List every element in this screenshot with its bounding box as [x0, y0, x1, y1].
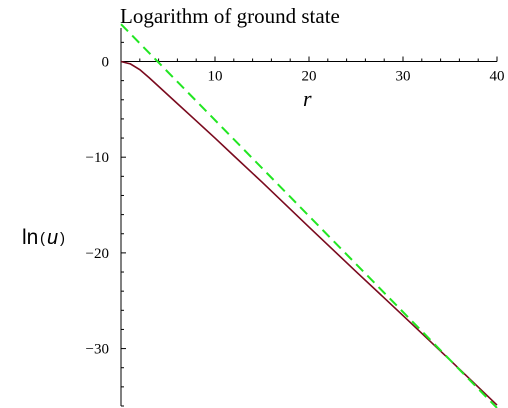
- axes: 10 20 30 40 0 −10 −20 −30: [86, 28, 505, 407]
- y-tick-label: 0: [102, 54, 110, 70]
- x-tick-label: 10: [208, 68, 223, 84]
- x-ticks: 10 20 30 40: [139, 56, 505, 84]
- y-axis-label: ln ( u ): [22, 226, 65, 249]
- x-tick-label: 40: [490, 68, 505, 84]
- y-axis-label-open-paren: (: [40, 230, 45, 247]
- y-tick-label: −10: [86, 150, 109, 166]
- x-tick-label: 20: [302, 68, 317, 84]
- x-axis-label: r: [303, 86, 312, 111]
- series-line-solid: [120, 60, 498, 406]
- series-layer: [120, 23, 498, 408]
- y-axis-label-func: ln: [22, 226, 38, 249]
- series-line-dashed: [120, 23, 498, 408]
- y-tick-label: −20: [86, 246, 109, 262]
- y-ticks: 0 −10 −20 −30: [86, 41, 126, 407]
- chart-title: Logarithm of ground state: [120, 4, 340, 28]
- y-tick-label: −30: [86, 342, 109, 358]
- x-tick-label: 30: [396, 68, 411, 84]
- y-axis-label-variable: u: [47, 227, 58, 249]
- y-axis-label-close-paren: ): [60, 230, 65, 247]
